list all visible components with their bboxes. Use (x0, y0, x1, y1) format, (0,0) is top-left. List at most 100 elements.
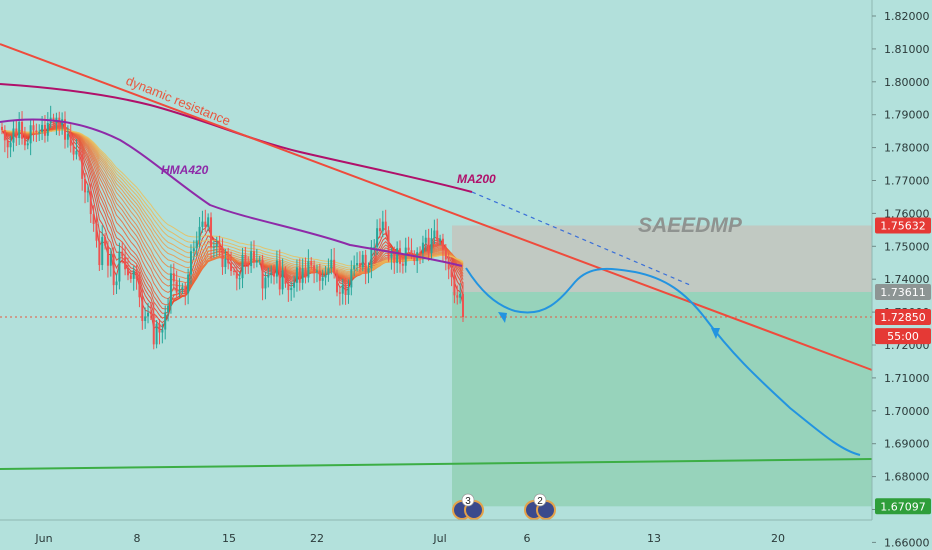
candle (227, 247, 230, 270)
candle (84, 172, 87, 204)
candle (232, 267, 235, 276)
candle (72, 134, 75, 161)
support-line (0, 458, 873, 470)
candle (101, 225, 104, 270)
candle (387, 226, 390, 262)
candle-body (158, 323, 161, 333)
candle (75, 139, 78, 160)
candle (278, 249, 281, 296)
candle-body (164, 312, 167, 330)
candle (318, 263, 321, 291)
candle-body (187, 274, 190, 294)
candle-body (267, 274, 270, 278)
candle-body (152, 314, 155, 345)
candle-body (178, 290, 181, 293)
candle (244, 246, 247, 275)
candle (158, 319, 161, 345)
y-tick-label: 1.71000 (884, 372, 930, 385)
badge-count: 3 (465, 496, 471, 507)
candle (175, 270, 178, 299)
candle-body (261, 259, 264, 289)
candle (169, 264, 172, 314)
candle-body (287, 283, 290, 291)
candle (344, 277, 347, 305)
candle (459, 283, 462, 304)
candle-body (9, 142, 12, 148)
candle (298, 258, 301, 291)
y-tick-label: 1.68000 (884, 471, 930, 484)
candle (367, 262, 370, 284)
candle-body (444, 249, 447, 260)
x-tick-label: Jul (432, 532, 446, 545)
candle (38, 124, 41, 142)
candle-body (358, 263, 361, 268)
candle-body (81, 156, 84, 179)
candle-body (135, 270, 138, 279)
candle-body (273, 273, 276, 277)
candle-body (118, 251, 121, 282)
candle-body (72, 145, 75, 155)
candle (218, 235, 221, 257)
candle (258, 255, 261, 265)
candle (46, 112, 49, 142)
candle (132, 266, 135, 291)
candle-body (307, 261, 310, 278)
candle-body (367, 268, 370, 273)
candle-body (384, 221, 387, 231)
candle (161, 323, 164, 344)
candle-body (247, 265, 250, 267)
candle (284, 266, 287, 288)
candle (178, 278, 181, 298)
candle-body (106, 245, 109, 266)
candle-body (439, 238, 442, 242)
candle (393, 246, 396, 274)
event-badge[interactable]: 3 (452, 493, 484, 520)
badge-count-bubble (533, 493, 547, 507)
candle-body (38, 132, 41, 134)
candle (381, 210, 384, 238)
candle-body (181, 287, 184, 291)
candle-body (112, 254, 115, 286)
candle-body (69, 134, 72, 146)
candle (15, 119, 18, 146)
price-label-text: 1.72850 (880, 311, 926, 324)
candle (95, 214, 98, 248)
candle (66, 125, 69, 148)
price-label-box (875, 283, 931, 300)
candle (281, 258, 284, 295)
candle-body (132, 270, 135, 279)
candle-body (436, 230, 439, 242)
y-tick-label: 1.70000 (884, 405, 930, 418)
candle (89, 183, 92, 223)
event-badge[interactable]: 2 (524, 493, 556, 520)
candle-body (66, 134, 69, 140)
candle-body (32, 125, 35, 131)
x-tick-label: 20 (771, 532, 785, 545)
candle-body (447, 259, 450, 270)
candle-body (201, 221, 204, 227)
candle-body (161, 329, 164, 333)
take-profit-zone (452, 291, 872, 507)
candle (141, 289, 144, 330)
x-tick-label: 22 (310, 532, 324, 545)
candle (35, 123, 38, 143)
candle-body (350, 269, 353, 288)
candle (247, 256, 250, 274)
candle-body (95, 223, 98, 241)
price-label-text: 55:00 (887, 330, 919, 343)
candle-body (295, 267, 298, 283)
candle-body (78, 150, 81, 157)
candle-body (121, 251, 124, 257)
candle-body (155, 323, 158, 345)
candle-body (333, 259, 336, 274)
candle (195, 231, 198, 257)
y-tick-label: 1.66000 (884, 536, 930, 549)
candle-body (210, 217, 213, 247)
y-tick-label: 1.81000 (884, 43, 930, 56)
candle (384, 209, 387, 236)
candle (252, 240, 255, 269)
candle (235, 266, 238, 291)
candle (413, 250, 416, 266)
price-label-box (875, 217, 931, 234)
